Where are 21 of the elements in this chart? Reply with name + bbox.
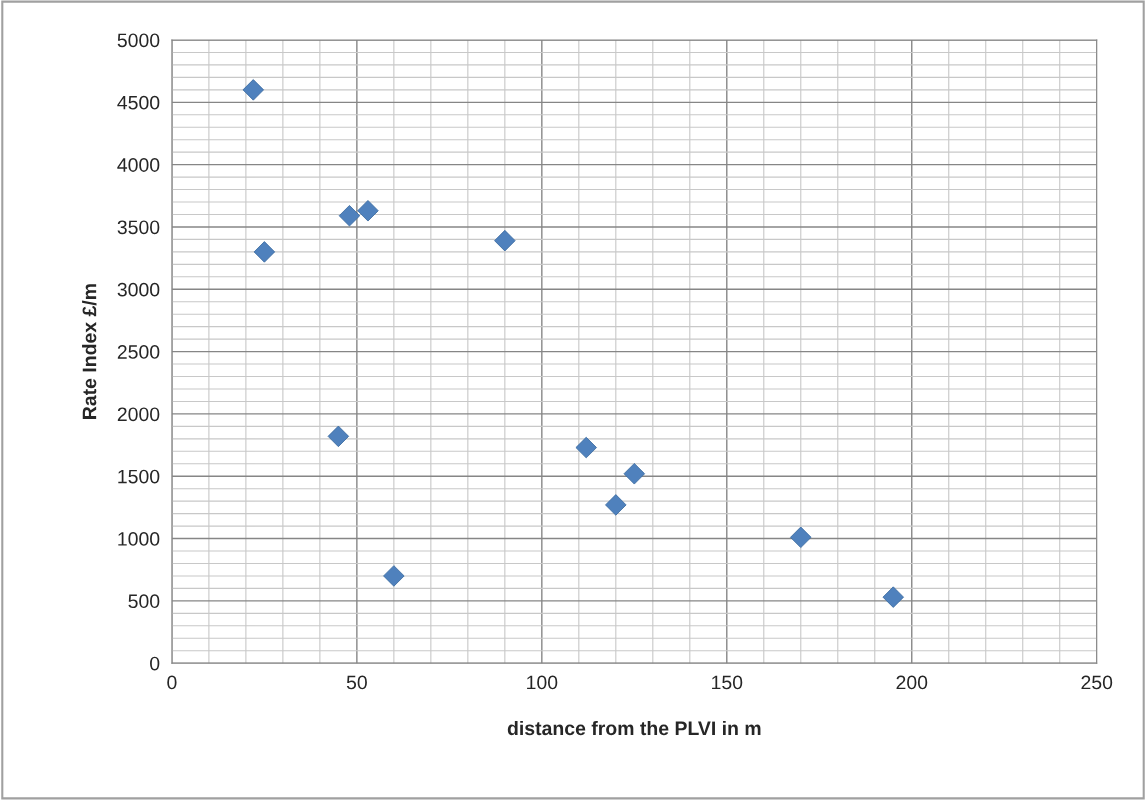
- x-tick-label: 50: [346, 675, 367, 690]
- y-tick-label: 3000: [117, 282, 160, 297]
- y-tick-label: 2000: [117, 407, 160, 422]
- y-tick-label: 5000: [117, 33, 160, 48]
- y-tick-label: 1500: [118, 469, 160, 484]
- y-tick-label: 2500: [117, 345, 160, 359]
- y-tick-label: 1000: [118, 532, 160, 546]
- point: [338, 205, 361, 227]
- y-tick-label: 500: [128, 594, 160, 609]
- y-tick-label: 4500: [117, 95, 160, 110]
- x-tick-label: 100: [527, 675, 558, 690]
- y-axis-title: Rate Index £/m: [82, 284, 97, 419]
- x-tick-label: 250: [1081, 675, 1113, 690]
- x-tick-label: 0: [167, 675, 177, 690]
- x-axis-title: distance from the PLVI in m: [507, 720, 761, 736]
- x-tick-label: 150: [712, 675, 743, 690]
- y-tick-label: 3500: [117, 220, 160, 235]
- y-tick-label: 0: [150, 656, 160, 671]
- y-tick-label: 4000: [117, 158, 160, 172]
- x-tick-label: 200: [896, 675, 928, 690]
- point: [357, 200, 379, 222]
